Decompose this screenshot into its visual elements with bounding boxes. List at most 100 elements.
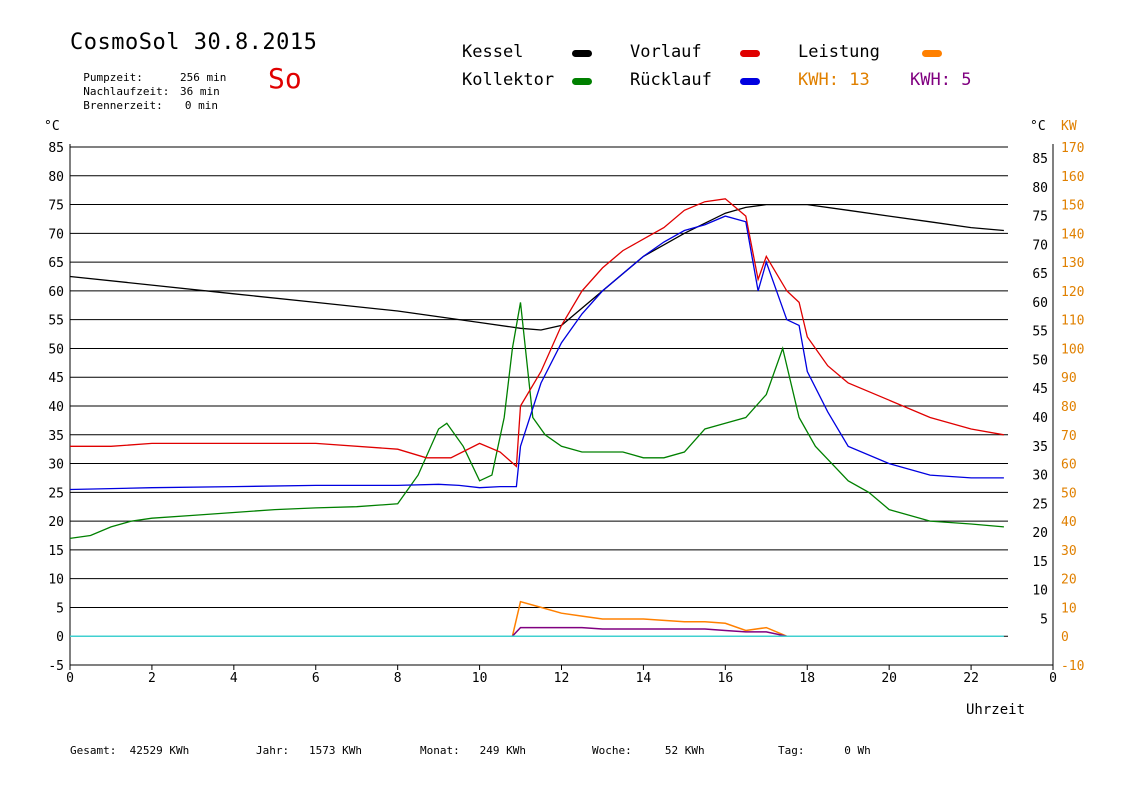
y-tick-label-left: 70 — [48, 227, 64, 242]
stat-value: 36 min — [180, 85, 220, 98]
footer-gesamt: Gesamt: 42529 KWh — [70, 744, 189, 757]
power-line-kwh — [511, 626, 787, 637]
x-tick-label: 20 — [881, 671, 897, 686]
footer-tag: Tag: 0 Wh — [778, 744, 871, 757]
footer-value: 42529 KWh — [129, 744, 190, 757]
y-tick-label-left: 10 — [48, 573, 64, 588]
y-tick-label-kw: 130 — [1061, 256, 1084, 271]
x-tick-label: 14 — [636, 671, 652, 686]
footer-label: Monat: — [420, 744, 460, 757]
x-tick-label: 16 — [718, 671, 734, 686]
x-tick-label: 10 — [472, 671, 488, 686]
y-tick-label-left: 85 — [48, 141, 64, 156]
legend-leistung-label: Leistung — [798, 42, 880, 62]
stat-brennerzeit: Brennerzeit: 0 min — [70, 86, 218, 112]
footer-label: Jahr: — [256, 744, 290, 757]
y-tick-label-left: 5 — [56, 601, 64, 616]
x-axis-label: Uhrzeit — [966, 702, 1025, 718]
y-tick-label-right: 30 — [1032, 469, 1048, 484]
y-tick-label-right: 40 — [1032, 411, 1048, 426]
y-tick-label-kw: 60 — [1061, 458, 1077, 473]
x-tick-label: 8 — [394, 671, 402, 686]
y-axis-unit-kw: KW — [1061, 119, 1077, 134]
legend-kollektor-swatch — [572, 78, 592, 85]
legend-kwh-1: KWH: 13 — [798, 70, 870, 90]
legend-vorlauf-swatch — [740, 50, 760, 57]
footer-value: 0 Wh — [844, 744, 871, 757]
y-tick-label-kw: 160 — [1061, 170, 1084, 185]
legend-ruecklauf-swatch — [740, 78, 760, 85]
y-tick-label-right: 85 — [1032, 152, 1048, 167]
x-tick-label: 6 — [312, 671, 320, 686]
y-tick-label-kw: 170 — [1061, 141, 1084, 156]
series-line-vorlauf — [70, 198, 1005, 468]
series-line-kessel — [69, 203, 1004, 331]
y-tick-label-left: 20 — [48, 515, 64, 530]
y-tick-label-left: 25 — [48, 486, 64, 501]
y-tick-label-kw: 30 — [1061, 544, 1077, 559]
footer-label: Gesamt: — [70, 744, 117, 757]
stat-label: Pumpzeit: — [83, 71, 143, 84]
y-tick-label-kw: 140 — [1061, 227, 1084, 242]
y-tick-label-left: 45 — [48, 371, 64, 386]
y-tick-label-left: 0 — [56, 630, 64, 645]
y-tick-label-right: 10 — [1032, 584, 1048, 599]
y-tick-label-right: 70 — [1032, 238, 1048, 253]
y-tick-label-kw: 110 — [1061, 314, 1084, 329]
weekday-label: So — [268, 62, 302, 95]
y-tick-label-left: 75 — [48, 199, 64, 214]
y-tick-label-right: 50 — [1032, 353, 1048, 368]
y-tick-label-kw: 10 — [1061, 601, 1077, 616]
legend-kollektor-label: Kollektor — [462, 70, 555, 90]
x-tick-label: 2 — [148, 671, 156, 686]
y-tick-label-kw: 0 — [1061, 630, 1069, 645]
y-tick-label-left: 35 — [48, 429, 64, 444]
y-tick-label-kw: -10 — [1061, 659, 1084, 674]
legend-kwh-2: KWH: 5 — [910, 70, 971, 90]
y-tick-label-right: 20 — [1032, 526, 1048, 541]
y-tick-label-kw: 70 — [1061, 429, 1077, 444]
y-tick-label-right: 35 — [1032, 440, 1048, 455]
footer-value: 249 KWh — [479, 744, 526, 757]
x-tick-label: 4 — [230, 671, 238, 686]
y-tick-label-right: 15 — [1032, 555, 1048, 570]
x-tick-label: 22 — [963, 671, 979, 686]
x-tick-label: 18 — [799, 671, 815, 686]
footer-label: Tag: — [778, 744, 805, 757]
y-tick-label-right: 55 — [1032, 325, 1048, 340]
footer-woche: Woche: 52 KWh — [592, 744, 705, 757]
y-tick-label-kw: 50 — [1061, 486, 1077, 501]
y-tick-label-right: 45 — [1032, 382, 1048, 397]
y-tick-label-right: 80 — [1032, 181, 1048, 196]
footer-label: Woche: — [592, 744, 632, 757]
footer-monat: Monat: 249 KWh — [420, 744, 526, 757]
legend-leistung-swatch — [922, 50, 942, 57]
y-tick-label-left: 30 — [48, 458, 64, 473]
footer-value: 1573 KWh — [309, 744, 362, 757]
y-tick-label-kw: 40 — [1061, 515, 1077, 530]
y-tick-label-right: 60 — [1032, 296, 1048, 311]
y-tick-label-kw: 100 — [1061, 342, 1084, 357]
y-tick-label-right: 75 — [1032, 210, 1048, 225]
stat-label: Brennerzeit: — [83, 99, 163, 112]
power-line-leistung — [511, 600, 788, 637]
y-tick-label-kw: 120 — [1061, 285, 1084, 300]
y-tick-label-left: 65 — [48, 256, 64, 271]
y-axis-unit-left: °C — [44, 119, 60, 134]
y-tick-label-left: 40 — [48, 400, 64, 415]
y-tick-label-right: 5 — [1040, 612, 1048, 627]
legend-vorlauf-label: Vorlauf — [630, 42, 702, 62]
y-tick-label-kw: 20 — [1061, 573, 1077, 588]
y-tick-label-left: 80 — [48, 170, 64, 185]
chart-title: CosmoSol 30.8.2015 — [70, 30, 318, 55]
x-tick-label: 12 — [554, 671, 570, 686]
kwh-label: KWH: — [798, 70, 839, 90]
y-tick-label-left: 55 — [48, 314, 64, 329]
y-tick-label-left: -5 — [48, 659, 64, 674]
y-tick-label-left: 15 — [48, 544, 64, 559]
legend-kessel-label: Kessel — [462, 42, 524, 62]
y-tick-label-right: 25 — [1032, 497, 1048, 512]
y-axis-unit-right: °C — [1030, 119, 1046, 134]
stat-value: 0 min — [184, 99, 218, 112]
